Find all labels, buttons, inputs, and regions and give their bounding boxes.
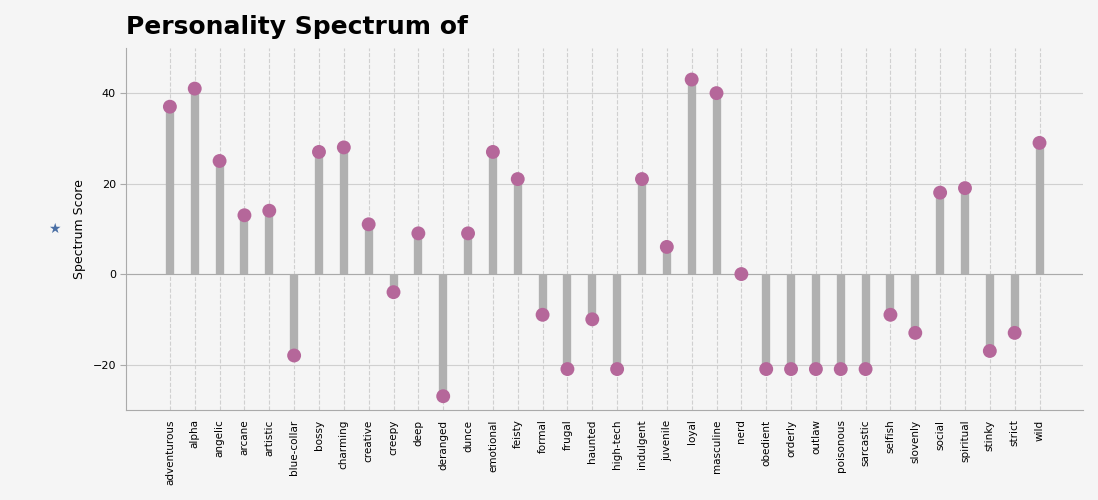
- Point: [956, 184, 974, 192]
- Text: ★: ★: [48, 222, 60, 236]
- Point: [732, 270, 750, 278]
- Point: [211, 157, 228, 165]
- Point: [236, 212, 254, 220]
- Point: [335, 144, 352, 152]
- Point: [634, 175, 651, 183]
- Point: [708, 89, 726, 97]
- Point: [285, 352, 303, 360]
- Point: [260, 206, 278, 214]
- Point: [981, 347, 998, 355]
- Point: [186, 84, 203, 92]
- Point: [459, 230, 477, 237]
- Point: [882, 311, 899, 319]
- Point: [758, 365, 775, 373]
- Point: [410, 230, 427, 237]
- Point: [608, 365, 626, 373]
- Point: [534, 311, 551, 319]
- Point: [658, 243, 675, 251]
- Text: Personality Spectrum of: Personality Spectrum of: [126, 15, 468, 39]
- Point: [360, 220, 378, 228]
- Point: [384, 288, 402, 296]
- Point: [907, 329, 925, 337]
- Point: [931, 188, 949, 196]
- Point: [435, 392, 452, 400]
- Point: [807, 365, 825, 373]
- Point: [559, 365, 576, 373]
- Point: [1006, 329, 1023, 337]
- Point: [509, 175, 527, 183]
- Point: [832, 365, 850, 373]
- Point: [683, 76, 701, 84]
- Point: [311, 148, 328, 156]
- Point: [161, 102, 179, 110]
- Point: [856, 365, 874, 373]
- Point: [782, 365, 799, 373]
- Point: [484, 148, 502, 156]
- Y-axis label: Spectrum Score: Spectrum Score: [72, 179, 86, 279]
- Point: [583, 316, 601, 324]
- Point: [1031, 139, 1049, 147]
